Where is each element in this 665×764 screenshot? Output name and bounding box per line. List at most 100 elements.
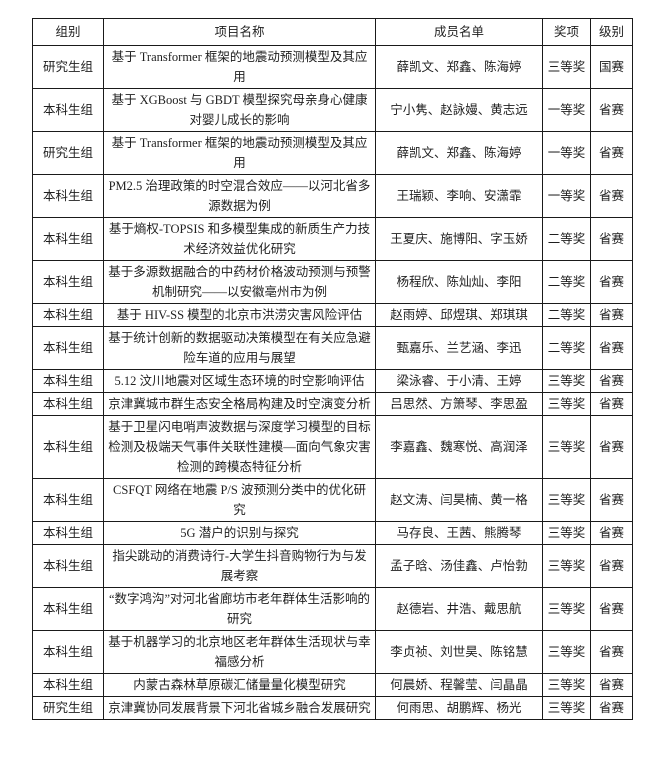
- group-cell: 研究生组: [32, 45, 104, 89]
- table-row: 研究生组 京津冀协同发展背景下河北省城乡融合发展研究 何雨思、胡鹏辉、杨光 三等奖 省赛: [32, 696, 633, 720]
- level-cell: 省赛: [590, 415, 633, 479]
- table-row: 本科生组 CSFQT 网络在地震 P/S 波预测分类中的优化研究 赵文涛、闫昊楠、黄…: [32, 478, 633, 522]
- project-cell: 基于卫星闪电哨声波数据与深度学习模型的目标检测及极端天气事件关联性建模—面向气象…: [103, 415, 376, 479]
- project-cell: 基于统计创新的数据驱动决策模型在有关应急避险车道的应用与展望: [103, 326, 376, 370]
- level-cell: 省赛: [590, 131, 633, 175]
- table-row: 本科生组 基于熵权-TOPSIS 和多模型集成的新质生产力技术经济效益优化研究 王夏…: [32, 217, 633, 261]
- members-cell: 王夏庆、施博阳、字玉娇: [375, 217, 543, 261]
- award-cell: 一等奖: [542, 88, 591, 132]
- level-cell: 省赛: [590, 544, 633, 588]
- award-cell: 二等奖: [542, 303, 591, 327]
- table-row: 本科生组 基于卫星闪电哨声波数据与深度学习模型的目标检测及极端天气事件关联性建模—…: [32, 415, 633, 479]
- award-cell: 三等奖: [542, 392, 591, 416]
- level-cell: 省赛: [590, 696, 633, 720]
- members-cell: 何雨思、胡鹏辉、杨光: [375, 696, 543, 720]
- award-cell: 三等奖: [542, 587, 591, 631]
- members-cell: 杨程欣、陈灿灿、李阳: [375, 260, 543, 304]
- level-cell: 省赛: [590, 217, 633, 261]
- group-cell: 本科生组: [32, 88, 104, 132]
- table-row: 本科生组 京津冀城市群生态安全格局构建及时空演变分析 吕思然、方箫琴、李思盈 三等奖省…: [32, 392, 633, 416]
- level-cell: 省赛: [590, 630, 633, 674]
- project-cell: 京津冀协同发展背景下河北省城乡融合发展研究: [103, 696, 376, 720]
- project-cell: 基于多源数据融合的中药材价格波动预测与预警机制研究——以安徽亳州市为例: [103, 260, 376, 304]
- members-cell: 王瑞颖、李响、安潇霏: [375, 174, 543, 218]
- project-cell: “数字鸿沟”对河北省廊坊市老年群体生活影响的研究: [103, 587, 376, 631]
- award-cell: 一等奖: [542, 174, 591, 218]
- level-cell: 国赛: [590, 45, 633, 89]
- table-row: 研究生组 基于 Transformer 框架的地震动预测模型及其应用 薛凯文、郑鑫、…: [32, 45, 633, 89]
- award-cell: 二等奖: [542, 260, 591, 304]
- group-cell: 本科生组: [32, 478, 104, 522]
- award-cell: 三等奖: [542, 369, 591, 393]
- group-cell: 本科生组: [32, 174, 104, 218]
- members-cell: 马存良、王茜、熊腾琴: [375, 521, 543, 545]
- members-cell: 梁泳睿、于小清、王婷: [375, 369, 543, 393]
- table-row: 本科生组 基于 XGBoost 与 GBDT 模型探究母亲身心健康对婴儿成长的影响…: [32, 88, 633, 132]
- level-cell: 省赛: [590, 174, 633, 218]
- level-cell: 省赛: [590, 587, 633, 631]
- group-cell: 本科生组: [32, 415, 104, 479]
- project-cell: CSFQT 网络在地震 P/S 波预测分类中的优化研究: [103, 478, 376, 522]
- group-cell: 本科生组: [32, 673, 104, 697]
- group-cell: 本科生组: [32, 521, 104, 545]
- members-cell: 甄嘉乐、兰艺涵、李迅: [375, 326, 543, 370]
- award-cell: 三等奖: [542, 45, 591, 89]
- members-cell: 薛凯文、郑鑫、陈海婷: [375, 45, 543, 89]
- header-row: 组别 项目名称 成员名单 奖项 级别: [32, 18, 633, 46]
- project-cell: 基于熵权-TOPSIS 和多模型集成的新质生产力技术经济效益优化研究: [103, 217, 376, 261]
- award-cell: 三等奖: [542, 630, 591, 674]
- project-cell: 5G 潜户的识别与探究: [103, 521, 376, 545]
- group-cell: 本科生组: [32, 303, 104, 327]
- award-cell: 三等奖: [542, 544, 591, 588]
- project-cell: 基于 HIV-SS 模型的北京市洪涝灾害风险评估: [103, 303, 376, 327]
- header-award: 奖项: [542, 18, 591, 46]
- award-cell: 三等奖: [542, 415, 591, 479]
- project-cell: 基于机器学习的北京地区老年群体生活现状与幸福感分析: [103, 630, 376, 674]
- project-cell: 5.12 汶川地震对区域生态环境的时空影响评估: [103, 369, 376, 393]
- table-row: 本科生组 5G 潜户的识别与探究 马存良、王茜、熊腾琴 三等奖 省赛: [32, 521, 633, 545]
- group-cell: 本科生组: [32, 217, 104, 261]
- group-cell: 本科生组: [32, 392, 104, 416]
- members-cell: 赵文涛、闫昊楠、黄一格: [375, 478, 543, 522]
- table-row: 本科生组 基于统计创新的数据驱动决策模型在有关应急避险车道的应用与展望 甄嘉乐、兰艺…: [32, 326, 633, 370]
- table-row: 本科生组 基于 HIV-SS 模型的北京市洪涝灾害风险评估 赵雨婷、邱煜琪、郑琪琪二…: [32, 303, 633, 327]
- table-row: 研究生组 基于 Transformer 框架的地震动预测模型及其应用 薛凯文、郑鑫、…: [32, 131, 633, 175]
- level-cell: 省赛: [590, 521, 633, 545]
- project-cell: 指尖跳动的消费诗行-大学生抖音购物行为与发展考察: [103, 544, 376, 588]
- level-cell: 省赛: [590, 673, 633, 697]
- award-cell: 二等奖: [542, 217, 591, 261]
- table-row: 本科生组 基于机器学习的北京地区老年群体生活现状与幸福感分析 李贞祯、刘世昊、陈铭慧…: [32, 630, 633, 674]
- level-cell: 省赛: [590, 369, 633, 393]
- members-cell: 孟子晗、汤佳鑫、卢怡勃: [375, 544, 543, 588]
- level-cell: 省赛: [590, 478, 633, 522]
- awards-table-header: 组别 项目名称 成员名单 奖项 级别: [32, 18, 633, 46]
- project-cell: PM2.5 治理政策的时空混合效应——以河北省多源数据为例: [103, 174, 376, 218]
- award-cell: 二等奖: [542, 326, 591, 370]
- members-cell: 薛凯文、郑鑫、陈海婷: [375, 131, 543, 175]
- award-cell: 三等奖: [542, 673, 591, 697]
- members-cell: 赵雨婷、邱煜琪、郑琪琪: [375, 303, 543, 327]
- table-row: 本科生组 内蒙古森林草原碳汇储量量化模型研究 何晨娇、程馨莹、闫晶晶 三等奖 省赛: [32, 673, 633, 697]
- group-cell: 本科生组: [32, 326, 104, 370]
- group-cell: 本科生组: [32, 587, 104, 631]
- award-cell: 三等奖: [542, 696, 591, 720]
- awards-table-body: 研究生组 基于 Transformer 框架的地震动预测模型及其应用 薛凯文、郑鑫、…: [32, 45, 633, 720]
- header-group: 组别: [32, 18, 104, 46]
- members-cell: 李贞祯、刘世昊、陈铭慧: [375, 630, 543, 674]
- project-cell: 基于 Transformer 框架的地震动预测模型及其应用: [103, 131, 376, 175]
- group-cell: 本科生组: [32, 630, 104, 674]
- members-cell: 赵德岩、井浩、戴思航: [375, 587, 543, 631]
- header-members: 成员名单: [375, 18, 543, 46]
- awards-table: 组别 项目名称 成员名单 奖项 级别 研究生组 基于 Transformer 框架…: [32, 18, 633, 720]
- project-cell: 基于 Transformer 框架的地震动预测模型及其应用: [103, 45, 376, 89]
- table-row: 本科生组 基于多源数据融合的中药材价格波动预测与预警机制研究——以安徽亳州市为例杨…: [32, 260, 633, 304]
- table-row: 本科生组 指尖跳动的消费诗行-大学生抖音购物行为与发展考察 孟子晗、汤佳鑫、卢怡勃三…: [32, 544, 633, 588]
- project-cell: 基于 XGBoost 与 GBDT 模型探究母亲身心健康对婴儿成长的影响: [103, 88, 376, 132]
- members-cell: 宁小隽、赵詠嫚、黄志远: [375, 88, 543, 132]
- award-cell: 三等奖: [542, 521, 591, 545]
- group-cell: 本科生组: [32, 544, 104, 588]
- level-cell: 省赛: [590, 303, 633, 327]
- group-cell: 本科生组: [32, 260, 104, 304]
- members-cell: 吕思然、方箫琴、李思盈: [375, 392, 543, 416]
